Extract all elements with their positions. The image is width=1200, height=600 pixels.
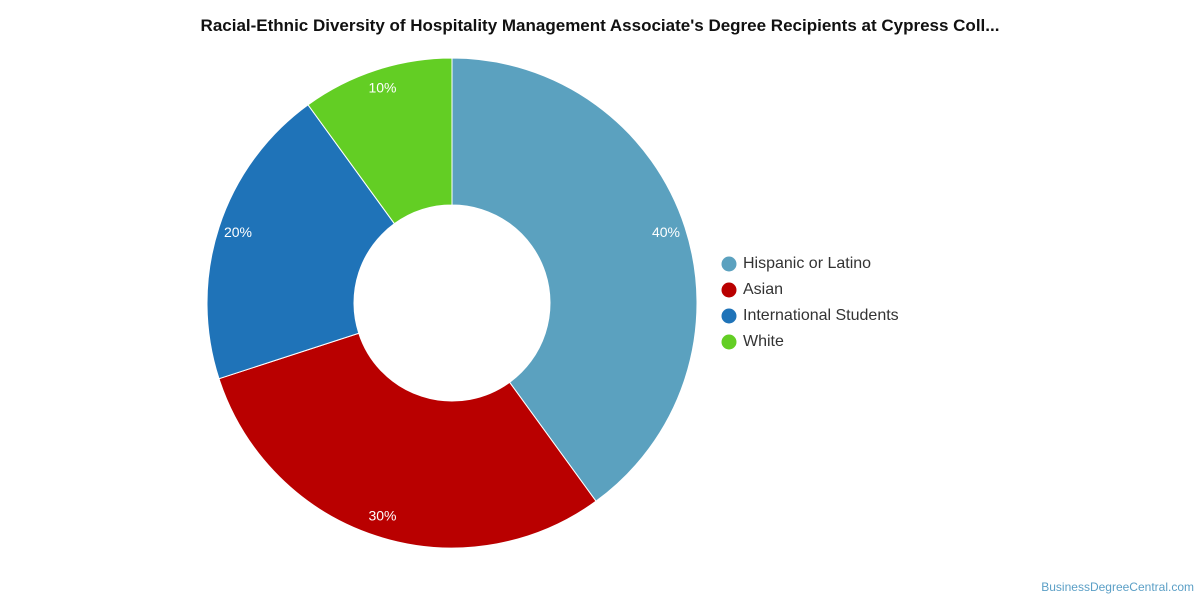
slice-asian[interactable]	[218, 332, 597, 549]
slice-label-white: 10%	[368, 80, 396, 96]
slice-label-asian: 30%	[368, 508, 396, 524]
legend-item-asian[interactable]: Asian	[721, 281, 784, 298]
legend-marker-hispanic-or-latino	[721, 256, 737, 272]
legend-label-international-students: International Students	[743, 307, 899, 324]
watermark: BusinessDegreeCentral.com	[1041, 580, 1194, 594]
slice-hispanic-or-latino[interactable]	[451, 57, 698, 502]
legend-item-international-students[interactable]: International Students	[721, 307, 899, 324]
legend-marker-international-students	[721, 308, 737, 324]
legend-item-hispanic-or-latino[interactable]: Hispanic or Latino	[721, 255, 872, 272]
legend-label-asian: Asian	[743, 281, 783, 298]
legend-label-white: White	[743, 333, 784, 350]
chart-title: Racial-Ethnic Diversity of Hospitality M…	[200, 16, 1000, 35]
legend: Hispanic or Latino Asian International Stu…	[721, 255, 899, 350]
legend-marker-asian	[721, 282, 737, 298]
slice-labels-group: 40% 30% 20% 10%	[224, 80, 680, 524]
slice-label-international-students: 20%	[224, 224, 252, 240]
legend-label-hispanic-or-latino: Hispanic or Latino	[743, 255, 871, 272]
slices-group	[206, 57, 698, 549]
slice-white[interactable]	[307, 57, 453, 225]
slice-label-hispanic-or-latino: 40%	[652, 224, 680, 240]
slice-international-students[interactable]	[206, 104, 396, 380]
legend-marker-white	[721, 334, 737, 350]
legend-item-white[interactable]: White	[721, 333, 785, 350]
